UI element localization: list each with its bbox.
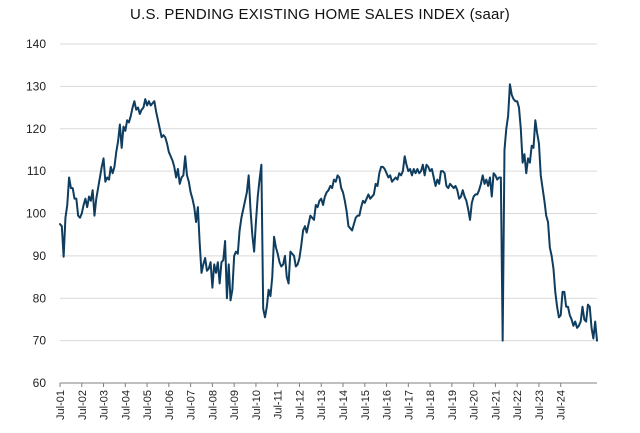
y-tick-label: 120 xyxy=(26,122,46,136)
x-tick-label: Jul-23 xyxy=(534,390,546,420)
y-tick-label: 70 xyxy=(33,334,47,348)
x-tick-label: Jul-19 xyxy=(447,390,459,420)
x-tick-label: Jul-17 xyxy=(403,390,415,420)
y-tick-label: 130 xyxy=(26,79,46,93)
x-tick-label: Jul-05 xyxy=(142,390,154,420)
x-tick-label: Jul-21 xyxy=(490,390,502,420)
y-tick-label: 80 xyxy=(33,291,47,305)
series-layer xyxy=(59,83,598,342)
y-tick-label: 100 xyxy=(26,207,46,221)
x-tick-label: Jul-11 xyxy=(273,390,285,419)
x-tick-label: Jul-09 xyxy=(229,390,241,420)
chart-title: U.S. PENDING EXISTING HOME SALES INDEX (… xyxy=(130,6,510,23)
x-tick-label: Jul-08 xyxy=(207,390,219,420)
y-tick-label: 90 xyxy=(33,249,47,263)
x-tick-label: Jul-03 xyxy=(99,390,111,420)
x-tick-label: Jul-01 xyxy=(55,390,67,420)
axes xyxy=(59,382,597,387)
gridlines xyxy=(60,43,597,342)
y-tick-label: 60 xyxy=(33,376,47,390)
x-tick-label: Jul-22 xyxy=(512,390,524,420)
x-tick-labels: Jul-01 Jul-02 Jul-03 Jul-04 Jul-05 Jul-06 Jul-… xyxy=(55,390,568,420)
x-tick-label: Jul-20 xyxy=(469,390,481,420)
x-tick-label: Jul-14 xyxy=(338,390,350,420)
x-tick-label: Jul-02 xyxy=(77,390,89,420)
x-tick-label: Jul-04 xyxy=(120,390,132,420)
x-tick-label: Jul-07 xyxy=(186,390,198,420)
series-line xyxy=(59,83,598,342)
x-tick-label: Jul-06 xyxy=(164,390,176,420)
x-tick-label: Jul-16 xyxy=(382,390,394,420)
x-tick-label: Jul-18 xyxy=(425,390,437,420)
x-tick-label: Jul-10 xyxy=(251,390,263,420)
x-tick-label: Jul-15 xyxy=(360,390,372,420)
y-tick-label: 140 xyxy=(26,37,46,51)
x-tick-label: Jul-24 xyxy=(556,390,568,420)
y-tick-label: 110 xyxy=(27,164,46,178)
x-tick-label: Jul-12 xyxy=(294,390,306,420)
x-tick-label: Jul-13 xyxy=(316,390,328,420)
y-tick-labels: 60 70 80 90 100 110 120 130 140 xyxy=(26,37,46,390)
